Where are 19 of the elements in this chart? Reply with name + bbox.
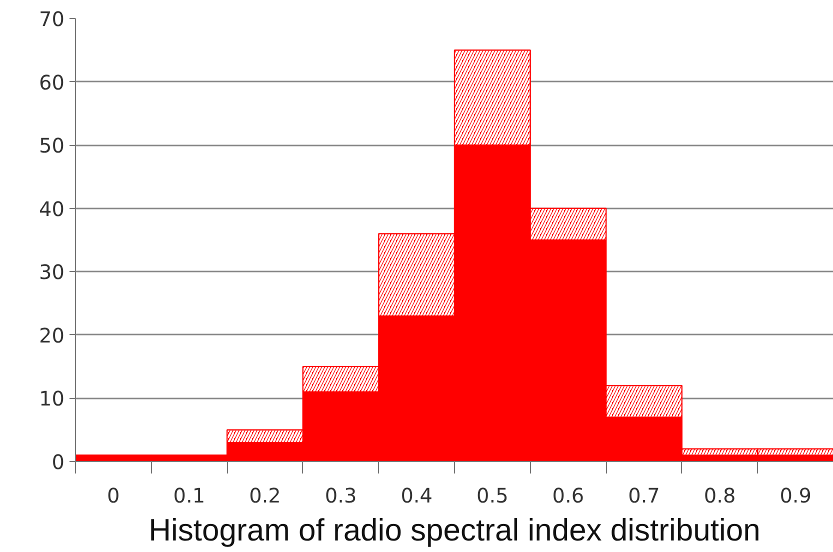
x-tick-label: 0.3: [324, 484, 357, 508]
x-tick-label: 0.4: [400, 484, 433, 508]
y-tick-label: 30: [39, 260, 65, 284]
x-tick-label: 0.7: [628, 484, 660, 508]
x-tick-label: 0.8: [704, 484, 736, 508]
x-tick-label: 0.6: [552, 484, 584, 508]
y-tick-label: 70: [39, 7, 65, 31]
x-tick-label: 0.5: [476, 484, 508, 508]
text: Histogram of radio spectral index distribution: [148, 512, 760, 548]
y-tick-label: 10: [39, 386, 65, 411]
y-tick-label: 60: [39, 70, 65, 94]
y-tick-label: 40: [39, 196, 65, 221]
x-tick-label: 0.2: [249, 484, 281, 508]
x-tick-label: 0: [107, 484, 120, 508]
y-tick-label: 20: [39, 323, 65, 348]
y-tick-label: 0: [52, 450, 65, 474]
y-tick-label: 50: [39, 134, 65, 158]
x-tick-label: 0.9: [780, 484, 812, 508]
x-tick-label: 0.1: [173, 484, 206, 508]
